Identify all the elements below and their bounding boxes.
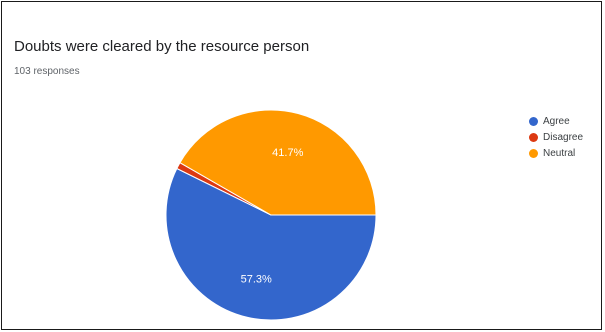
- legend-label-disagree: Disagree: [543, 131, 584, 143]
- legend-label-neutral: Neutral: [543, 147, 576, 159]
- data-label-neutral: 41.7%: [272, 147, 303, 159]
- legend-item-disagree: Disagree: [529, 129, 583, 145]
- chart-legend: Agree Disagree Neutral: [529, 113, 583, 161]
- legend-swatch-agree: [529, 116, 538, 126]
- response-count: 103 responses: [14, 66, 80, 77]
- legend-item-agree: Agree: [529, 113, 583, 129]
- pie-slice-agree: [165, 167, 377, 321]
- legend-item-neutral: Neutral: [529, 145, 583, 161]
- legend-swatch-disagree: [529, 132, 538, 142]
- pie-slice-neutral: [179, 109, 377, 216]
- data-label-agree: 57.3%: [241, 273, 272, 285]
- legend-label-agree: Agree: [543, 115, 570, 127]
- legend-swatch-neutral: [529, 148, 538, 158]
- chart-title: Doubts were cleared by the resource pers…: [14, 38, 310, 55]
